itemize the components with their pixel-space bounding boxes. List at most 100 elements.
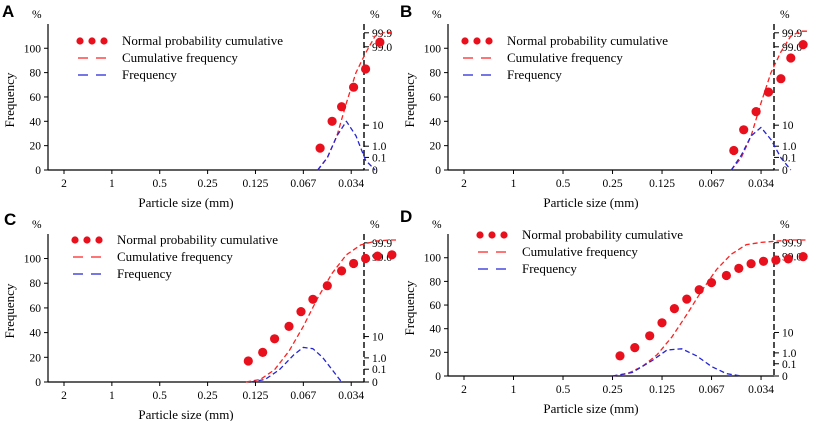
legend-frequency-label: Frequency — [507, 67, 562, 82]
x-tick-label: 0.067 — [290, 178, 316, 190]
x-axis-title: Particle size (mm) — [543, 401, 638, 416]
normal-probability-point — [270, 334, 280, 344]
x-axis-title: Particle size (mm) — [138, 407, 233, 421]
legend-dot-icon — [71, 236, 79, 244]
y-left-tick-label: 0 — [35, 165, 41, 177]
panel-letter: A — [2, 2, 14, 21]
legend-normal-label: Normal probability cumulative — [117, 232, 278, 247]
legend-cumulative-label: Cumulative frequency — [522, 244, 638, 259]
y-right-tick-label: 0.1 — [782, 152, 797, 164]
right-unit-label: % — [780, 9, 790, 21]
normal-probability-point — [721, 270, 731, 281]
x-tick-label: 0.125 — [649, 384, 675, 396]
normal-probability-point — [615, 351, 625, 361]
y-right-tick-label: 0 — [782, 165, 788, 177]
y-left-tick-label: 100 — [424, 253, 442, 265]
y-left-tick-label: 40 — [30, 116, 42, 128]
y-right-tick-label: 0.1 — [782, 359, 797, 371]
y-left-tick-label: 100 — [24, 43, 42, 55]
legend-dot-icon — [83, 236, 91, 244]
y-right-tick-label: 1.0 — [372, 141, 387, 153]
cumulative-frequency-line — [730, 30, 809, 171]
normal-probability-point — [243, 356, 253, 366]
y-left-tick-label: 80 — [30, 68, 42, 80]
normal-probability-point — [798, 40, 808, 50]
y-right-tick-label: 99.9 — [372, 238, 392, 250]
x-tick-label: 2 — [61, 178, 67, 190]
y-right-tick-label: 10 — [782, 120, 794, 132]
x-tick-label: 0.25 — [198, 390, 218, 402]
x-tick-label: 2 — [461, 384, 467, 396]
x-tick-label: 1 — [109, 390, 115, 402]
normal-probability-point — [308, 294, 318, 304]
x-axis-title: Particle size (mm) — [543, 195, 638, 210]
right-unit-label: % — [370, 219, 380, 231]
left-unit-label: % — [432, 9, 442, 21]
x-tick-label: 1 — [109, 178, 115, 190]
legend-frequency-label: Frequency — [117, 266, 172, 281]
left-unit-label: % — [32, 219, 42, 231]
normal-probability-point — [296, 307, 306, 317]
y-left-tick-label: 0 — [35, 377, 41, 389]
x-tick-label: 0.5 — [556, 178, 571, 190]
normal-probability-point — [746, 259, 756, 269]
panel-letter: C — [4, 210, 16, 229]
legend-dot-icon — [473, 37, 481, 45]
y-left-tick-label: 40 — [430, 324, 442, 336]
normal-probability-point — [706, 278, 717, 288]
x-tick-label: 0.25 — [602, 178, 622, 190]
x-tick-label: 0.5 — [556, 384, 571, 396]
y-right-tick-label: 1.0 — [782, 141, 797, 153]
y-left-tick-label: 80 — [430, 276, 442, 288]
x-tick-label: 0.5 — [153, 390, 168, 402]
normal-probability-point — [739, 125, 749, 135]
legend-cumulative-label: Cumulative frequency — [507, 50, 623, 65]
normal-probability-point — [337, 266, 347, 276]
legend: Normal probability cumulative Cumulative … — [76, 33, 283, 82]
x-tick-label: 0.25 — [198, 178, 218, 190]
y-right-tick-label: 0 — [372, 377, 378, 389]
normal-probability-point — [694, 285, 704, 295]
legend-dot-icon — [95, 236, 103, 244]
x-tick-label: 0.125 — [243, 390, 269, 402]
y-right-tick-label: 1.0 — [372, 353, 387, 365]
y-left-tick-label: 20 — [30, 141, 42, 153]
normal-probability-point — [322, 281, 332, 291]
y-left-tick-label: 40 — [430, 116, 442, 128]
legend-dot-icon — [500, 231, 508, 239]
legend: Normal probability cumulative Cumulative … — [71, 232, 278, 281]
normal-probability-point — [798, 252, 808, 262]
normal-probability-point — [327, 116, 337, 126]
normal-probability-point — [669, 304, 679, 314]
y-right-tick-label: 0 — [782, 371, 788, 383]
y-left-tick-label: 60 — [430, 300, 442, 312]
normal-probability-point — [786, 53, 796, 63]
normal-probability-point — [657, 318, 667, 328]
x-tick-label: 0.25 — [602, 384, 622, 396]
y-axis-title: Frequency — [402, 280, 417, 335]
legend-frequency-label: Frequency — [122, 67, 177, 82]
y-right-tick-label: 99.0 — [782, 42, 802, 54]
normal-probability-point — [758, 256, 769, 266]
y-left-tick-label: 20 — [430, 347, 442, 359]
x-axis-title: Particle size (mm) — [138, 195, 233, 210]
x-tick-label: 0.067 — [699, 384, 725, 396]
right-unit-label: % — [370, 9, 380, 21]
legend: Normal probability cumulative Cumulative … — [476, 227, 683, 276]
y-right-tick-label: 10 — [372, 332, 384, 344]
y-left-tick-label: 60 — [30, 92, 42, 104]
y-axis-title: Frequency — [2, 283, 17, 338]
y-right-tick-label: 10 — [782, 327, 794, 339]
legend-dot-icon — [476, 231, 484, 239]
normal-probability-point — [372, 251, 383, 261]
x-tick-label: 2 — [61, 390, 67, 402]
x-tick-label: 2 — [461, 178, 467, 190]
legend-dot-icon — [461, 37, 469, 45]
normal-probability-point — [258, 347, 268, 357]
y-left-tick-label: 0 — [435, 371, 441, 383]
normal-probability-point — [783, 254, 793, 264]
y-left-tick-label: 40 — [30, 328, 42, 340]
y-left-tick-label: 100 — [24, 254, 42, 266]
